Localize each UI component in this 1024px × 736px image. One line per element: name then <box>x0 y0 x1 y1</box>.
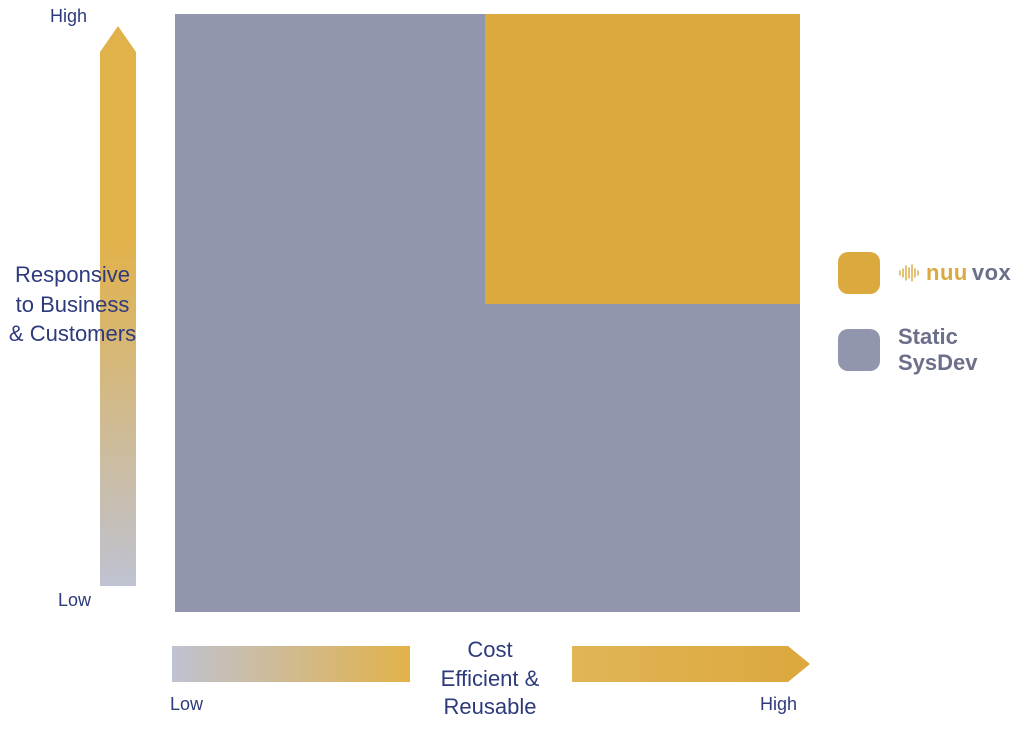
y-axis-title-line1: Responsive <box>15 262 130 287</box>
x-axis-title-line1: Cost <box>467 637 512 662</box>
legend-label-static-line2: SysDev <box>898 350 978 375</box>
legend-item-static-sysdev: Static SysDev <box>838 324 1011 377</box>
y-axis-high-label: High <box>50 6 87 27</box>
arrow-up-icon <box>100 26 136 52</box>
y-axis-title: Responsive to Business & Customers <box>0 260 145 349</box>
legend-swatch-static <box>838 329 880 371</box>
y-axis-title-line2: to Business <box>16 292 130 317</box>
logo-text-nuu: nuu <box>926 260 968 286</box>
legend-label-static: Static SysDev <box>898 324 978 377</box>
legend-swatch-nuuvox <box>838 252 880 294</box>
y-axis-low-label: Low <box>58 590 91 611</box>
x-axis-arrow-left <box>172 646 410 682</box>
quadrant-chart: High Low Responsive to Business & Custom… <box>0 0 1024 736</box>
x-axis-high-label: High <box>760 694 797 715</box>
legend-item-nuuvox: nuuvox <box>838 252 1011 294</box>
highlight-quadrant <box>485 14 800 304</box>
x-axis-low-label: Low <box>170 694 203 715</box>
x-axis-arrow-left-body <box>172 646 410 682</box>
arrow-right-icon <box>788 646 810 682</box>
x-axis-title-line3: Reusable <box>444 694 537 719</box>
nuuvox-logo: nuuvox <box>898 260 1011 286</box>
logo-text-vox: vox <box>972 260 1011 286</box>
x-axis-arrow-right <box>572 646 810 682</box>
soundwave-icon <box>898 264 922 282</box>
x-axis-title: Cost Efficient & Reusable <box>420 636 560 722</box>
legend-label-static-line1: Static <box>898 324 958 349</box>
y-axis-title-line3: & Customers <box>9 321 136 346</box>
x-axis-arrow-right-body <box>572 646 788 682</box>
legend: nuuvox Static SysDev <box>838 252 1011 377</box>
x-axis-title-line2: Efficient & <box>441 666 540 691</box>
